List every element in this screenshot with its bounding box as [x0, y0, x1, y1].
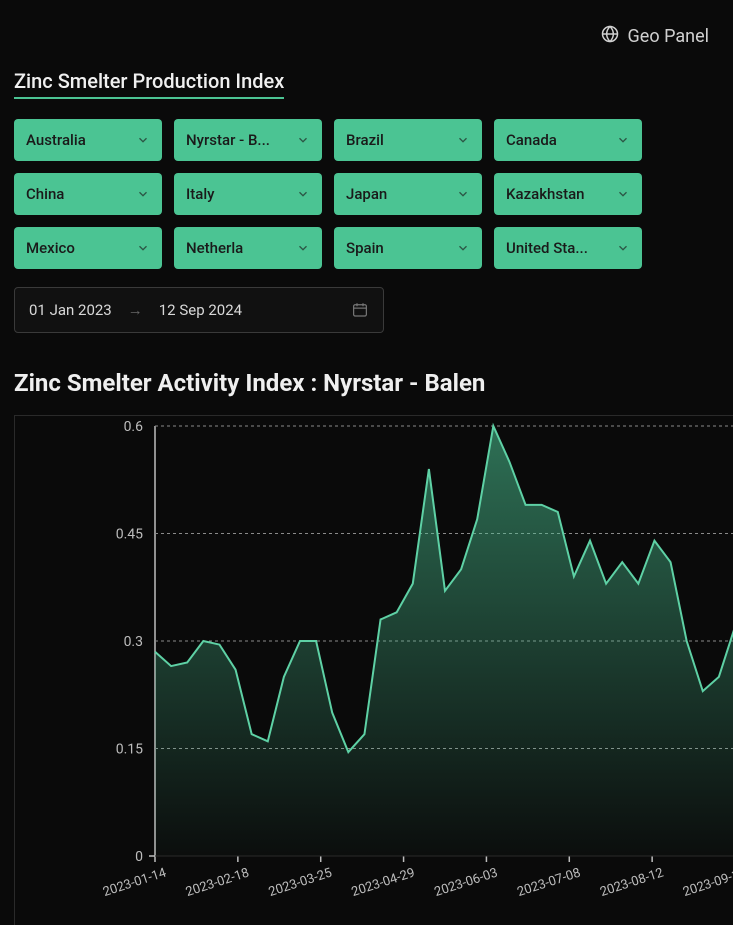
geo-panel-label: Geo Panel	[628, 26, 709, 47]
chevron-down-icon	[136, 241, 150, 255]
svg-text:0.45: 0.45	[116, 527, 143, 543]
filter-row: Australia Nyrstar - B... Brazil Canada China…	[0, 105, 733, 279]
calendar-icon	[351, 301, 369, 319]
chevron-down-icon	[296, 133, 310, 147]
svg-text:0.6: 0.6	[124, 419, 144, 435]
svg-text:2023-08-12: 2023-08-12	[598, 866, 665, 901]
filter-select[interactable]: Spain	[334, 227, 482, 269]
filter-select[interactable]: Kazakhstan	[494, 173, 642, 215]
filter-select[interactable]: Australia	[14, 119, 162, 161]
filter-label: Canada	[506, 131, 557, 149]
svg-text:2023-01-14: 2023-01-14	[101, 865, 169, 900]
activity-chart: 0 0.15 0.3 0.45 0.6 2023-01-14 2023-02-18 2023-…	[15, 416, 733, 924]
filter-select[interactable]: Netherla	[174, 227, 322, 269]
svg-text:0: 0	[135, 849, 143, 865]
chart-container: 0 0.15 0.3 0.45 0.6 2023-01-14 2023-02-18 2023-…	[14, 415, 733, 925]
svg-text:0.15: 0.15	[116, 742, 143, 758]
globe-icon	[600, 24, 620, 49]
chevron-down-icon	[296, 187, 310, 201]
date-end: 12 Sep 2024	[159, 301, 242, 319]
filter-select[interactable]: Canada	[494, 119, 642, 161]
chevron-down-icon	[136, 133, 150, 147]
filter-label: Italy	[186, 185, 215, 203]
geo-panel-link[interactable]: Geo Panel	[600, 24, 709, 49]
chevron-down-icon	[456, 241, 470, 255]
date-range-picker[interactable]: 01 Jan 2023 → 12 Sep 2024	[14, 287, 384, 333]
chevron-down-icon	[296, 241, 310, 255]
filter-select[interactable]: China	[14, 173, 162, 215]
filter-label: Brazil	[346, 131, 384, 149]
filter-select[interactable]: Italy	[174, 173, 322, 215]
filter-label: Spain	[346, 239, 384, 257]
filter-label: Nyrstar - B...	[186, 131, 270, 149]
page-title[interactable]: Zinc Smelter Production Index	[14, 69, 284, 99]
svg-text:2023-03-25: 2023-03-25	[267, 866, 334, 901]
svg-text:2023-06-03: 2023-06-03	[433, 866, 500, 901]
filter-label: Mexico	[26, 239, 75, 257]
chevron-down-icon	[616, 133, 630, 147]
chevron-down-icon	[136, 187, 150, 201]
chevron-down-icon	[616, 187, 630, 201]
filter-select[interactable]: Brazil	[334, 119, 482, 161]
date-start: 01 Jan 2023	[29, 301, 112, 319]
filter-select[interactable]: Japan	[334, 173, 482, 215]
filter-select[interactable]: Nyrstar - B...	[174, 119, 322, 161]
arrow-right-icon: →	[128, 301, 143, 319]
svg-text:2023-02-18: 2023-02-18	[184, 866, 251, 901]
filter-label: Kazakhstan	[506, 185, 585, 203]
chevron-down-icon	[456, 133, 470, 147]
svg-text:2023-09-16: 2023-09-16	[681, 866, 733, 901]
chevron-down-icon	[616, 241, 630, 255]
filter-label: China	[26, 185, 64, 203]
filter-label: Australia	[26, 131, 86, 149]
svg-text:0.3: 0.3	[124, 634, 143, 650]
filter-label: Netherla	[186, 239, 243, 257]
filter-label: Japan	[346, 185, 387, 203]
filter-select[interactable]: United Sta...	[494, 227, 642, 269]
svg-text:2023-04-29: 2023-04-29	[350, 866, 417, 901]
chart-title: Zinc Smelter Activity Index : Nyrstar - …	[0, 333, 733, 407]
filter-select[interactable]: Mexico	[14, 227, 162, 269]
chevron-down-icon	[456, 187, 470, 201]
filter-label: United Sta...	[506, 239, 588, 257]
svg-text:2023-07-08: 2023-07-08	[515, 866, 582, 901]
